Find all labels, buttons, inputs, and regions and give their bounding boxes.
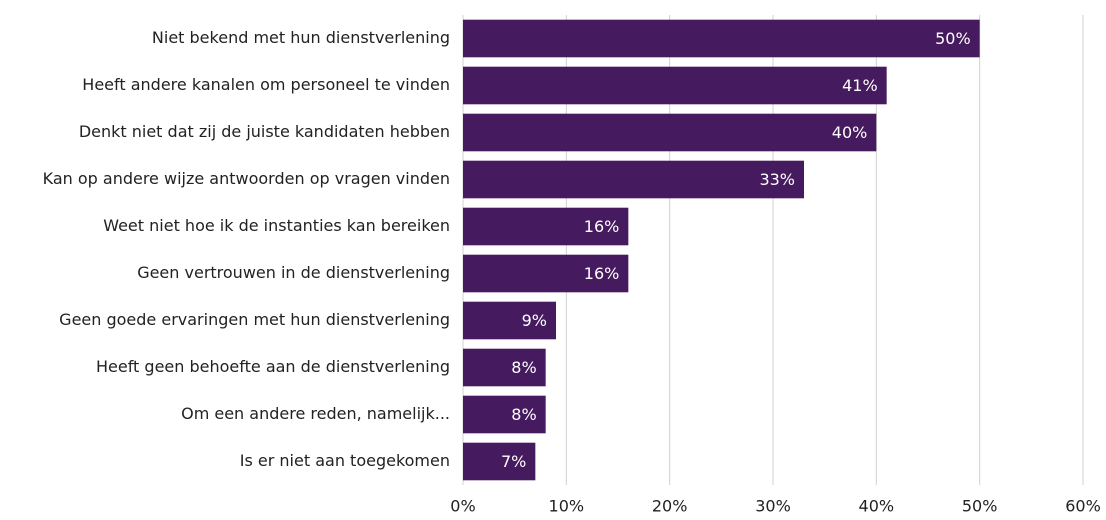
data-label: 40% xyxy=(832,123,868,142)
x-tick-label: 60% xyxy=(1065,497,1101,516)
data-label: 41% xyxy=(842,76,878,95)
bar xyxy=(463,395,546,434)
x-tick-label: 30% xyxy=(755,497,791,516)
y-tick-label: Geen goede ervaringen met hun dienstverl… xyxy=(59,310,450,329)
bar xyxy=(463,66,887,105)
y-tick-label: Heeft andere kanalen om personeel te vin… xyxy=(82,75,450,94)
data-label: 33% xyxy=(759,170,795,189)
data-label: 9% xyxy=(522,311,547,330)
x-tick-label: 20% xyxy=(652,497,688,516)
x-tick-label: 40% xyxy=(859,497,895,516)
data-label: 8% xyxy=(511,405,536,424)
y-tick-label: Is er niet aan toegekomen xyxy=(240,451,450,470)
data-label: 7% xyxy=(501,452,526,471)
x-tick-label: 10% xyxy=(549,497,585,516)
y-tick-label: Kan op andere wijze antwoorden op vragen… xyxy=(43,169,450,188)
y-tick-label: Heeft geen behoefte aan de dienstverleni… xyxy=(96,357,450,376)
bar xyxy=(463,113,877,152)
bar xyxy=(463,442,536,481)
y-tick-label: Om een andere reden, namelijk... xyxy=(181,404,450,423)
y-tick-label: Weet niet hoe ik de instanties kan berei… xyxy=(103,216,450,235)
bar xyxy=(463,301,556,340)
data-label: 8% xyxy=(511,358,536,377)
y-tick-label: Geen vertrouwen in de dienstverlening xyxy=(137,263,450,282)
data-label: 50% xyxy=(935,29,971,48)
x-tick-label: 0% xyxy=(450,497,475,516)
bar xyxy=(463,207,629,246)
bar xyxy=(463,348,546,387)
y-tick-label: Denkt niet dat zij de juiste kandidaten … xyxy=(79,122,450,141)
x-tick-label: 50% xyxy=(962,497,998,516)
bar xyxy=(463,160,804,199)
bar xyxy=(463,254,629,293)
data-label: 16% xyxy=(584,264,620,283)
y-tick-label: Niet bekend met hun dienstverlening xyxy=(152,28,450,47)
bar xyxy=(463,19,980,58)
data-label: 16% xyxy=(584,217,620,236)
